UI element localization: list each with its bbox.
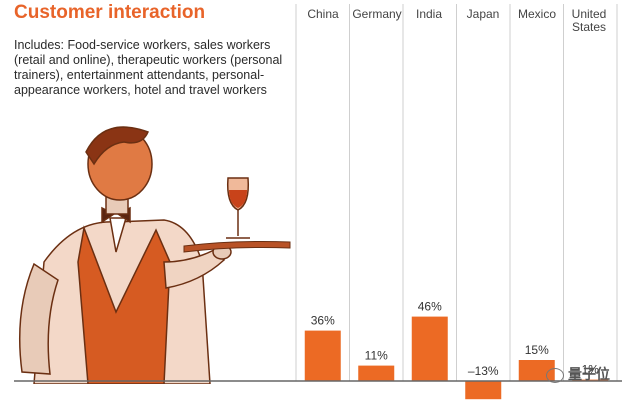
watermark-text: 量子位	[568, 366, 610, 382]
chart-title: Customer interaction	[14, 2, 206, 23]
value-label-germany: 11%	[365, 349, 388, 363]
column-header-china: China	[307, 7, 339, 21]
bar-india	[411, 316, 448, 381]
category-description: Includes: Food-service workers, sales wo…	[14, 38, 283, 97]
column-header-united-states: United States	[571, 7, 607, 34]
column-header-germany: Germany	[352, 7, 402, 21]
column-header-japan: Japan	[466, 7, 500, 21]
watermark: 量子位	[546, 364, 610, 384]
waiter-illustration	[18, 126, 291, 384]
value-label-mexico: 15%	[525, 343, 549, 357]
wechat-icon	[546, 367, 564, 383]
bar-japan	[465, 381, 502, 400]
bar-china	[304, 330, 341, 381]
column-header-mexico: Mexico	[517, 7, 556, 21]
value-label-china: 36%	[311, 314, 335, 328]
value-label-india: 46%	[418, 300, 442, 314]
value-label-united-states: 1%	[582, 363, 600, 377]
bar-germany	[358, 365, 395, 381]
bar-mexico	[518, 360, 555, 381]
column-header-india: India	[415, 7, 443, 21]
value-label-japan: –13%	[468, 364, 499, 378]
